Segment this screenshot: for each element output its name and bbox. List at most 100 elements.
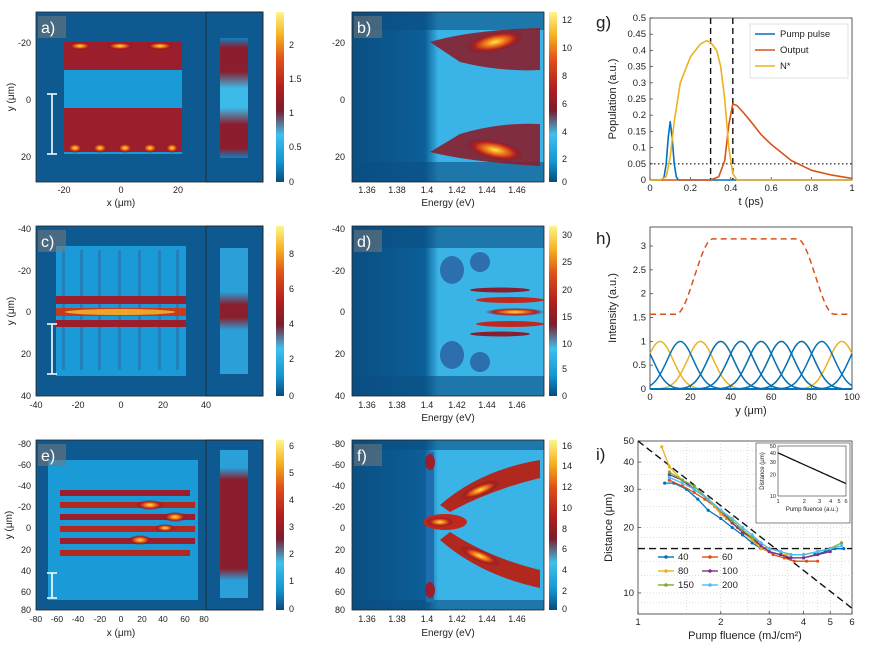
panel-label-b: b) [357, 20, 371, 37]
pump-envelope [650, 238, 852, 315]
y-tick-label: 0.5 [633, 360, 646, 371]
cbar-tick: 4 [289, 495, 294, 505]
data-point-80 [667, 465, 671, 469]
plot-area-h [649, 226, 853, 390]
ytick: -20 [332, 266, 345, 276]
panel-f: f) -80 -60 -40 -20 0 20 40 60 80 1.36 1.… [332, 439, 572, 639]
scale-bar-e [47, 572, 57, 599]
fit-line-diagonal [637, 440, 853, 609]
y-tick-label: 0.05 [628, 159, 647, 170]
y-tick-label: 3 [641, 241, 646, 252]
y-axis-label-c: y (μm) [6, 297, 17, 326]
cbar-tick: 30 [562, 230, 572, 240]
series-output [650, 103, 853, 181]
panel-a: a) -20 0 20 -20 0 20 x (μm) y (μm) 2 1.5… [6, 11, 302, 209]
x-axis-label-h: y (μm) [735, 405, 766, 417]
x-tick-label: 0 [647, 392, 652, 403]
ytick: 40 [335, 391, 345, 401]
colorbar-b [549, 12, 557, 182]
legend-marker [664, 583, 668, 587]
data-point-40 [706, 508, 710, 512]
y-tick-label: 0 [641, 175, 646, 186]
data-point-100 [816, 553, 820, 557]
y-tick-label: 40 [623, 457, 634, 468]
xtick: 1.36 [358, 614, 376, 624]
data-point-60 [782, 556, 786, 560]
data-point-150 [750, 535, 754, 540]
cbar-tick: 5 [562, 364, 567, 374]
ytick: 80 [335, 605, 345, 615]
data-point-150 [692, 484, 696, 488]
x-tick-label: 0.8 [805, 183, 818, 194]
colorbar-d [549, 226, 557, 396]
cbar-tick: 0 [562, 604, 567, 614]
inset-x-tick-label: 2 [803, 499, 806, 505]
y-tick-label: 1.5 [633, 313, 646, 324]
xtick: 1.44 [478, 185, 496, 195]
data-point-80 [660, 445, 664, 449]
x-tick-label: 0.6 [765, 183, 778, 194]
cbar-tick: 1.5 [289, 74, 302, 84]
xtick: 80 [199, 614, 209, 624]
data-point-40 [730, 525, 734, 530]
x-tick-label: 0.4 [724, 183, 737, 194]
y-tick-label: 1 [641, 336, 646, 347]
xtick: 0 [119, 614, 124, 624]
panel-label-g: g) [596, 13, 611, 32]
data-point-200 [840, 544, 844, 548]
ytick: 20 [21, 545, 31, 555]
x-axis-label-i: Pump fluence (mJ/cm²) [688, 630, 802, 642]
panel-label-f: f) [357, 448, 367, 465]
panel-label-e: e) [41, 448, 55, 465]
inset-plot-area [777, 445, 847, 497]
mode-profile-blue [650, 353, 853, 390]
inset-x-tick-label: 4 [829, 499, 832, 505]
panel-c: c) -40 -20 0 20 40 -40 -20 0 20 40 y (μm… [6, 224, 294, 410]
ytick: -40 [332, 481, 345, 491]
data-point-80 [750, 538, 754, 542]
map-e-pattern [60, 490, 195, 556]
xtick: 1.42 [448, 400, 466, 410]
cbar-tick: 6 [289, 441, 294, 451]
cbar-tick: 25 [562, 257, 572, 267]
cbar-tick: 0 [289, 391, 294, 401]
y-tick-label: 0.3 [633, 78, 646, 89]
y-tick-label: 10 [623, 588, 634, 599]
panel-g-plot: 0 0.2 0.4 0.6 0.8 1 0 0.05 0.1 0.15 0.2 0.25 0.3 0.35… [596, 13, 855, 208]
data-point-200 [706, 497, 710, 501]
data-point-200 [730, 516, 734, 521]
legend-label: 80 [678, 566, 689, 577]
ytick: 80 [21, 605, 31, 615]
spectrum-f-modes [423, 452, 540, 602]
legend-marker [664, 555, 668, 559]
cbar-tick: 4 [562, 127, 567, 137]
ytick: 0 [26, 95, 31, 105]
strip-e [220, 450, 248, 598]
xtick: 1.36 [358, 400, 376, 410]
data-point-150 [667, 470, 671, 474]
y-tick-label: 0.1 [633, 143, 646, 154]
xtick: -60 [51, 614, 64, 624]
ytick: -20 [332, 502, 345, 512]
x-tick-label: 0.2 [684, 183, 697, 194]
inset-y-tick-label: 30 [770, 460, 776, 466]
y-tick-label: 0.5 [633, 13, 646, 24]
xtick: 1.36 [358, 185, 376, 195]
inset-x-axis-label: Pump fluence (a.u.) [786, 507, 838, 513]
y-tick-label: 0.25 [628, 94, 647, 105]
cbar-tick: 8 [562, 524, 567, 534]
ytick: -80 [18, 439, 31, 449]
colorbar-a [276, 12, 284, 182]
x-tick-label: 40 [726, 392, 737, 403]
data-point-200 [828, 546, 832, 551]
inset-x-tick-label: 3 [818, 499, 821, 505]
y-axis-label-a: y (μm) [6, 83, 17, 112]
cbar-tick: 0 [289, 177, 294, 187]
cbar-tick: 2 [562, 586, 567, 596]
panel-h-plot: 0 20 40 60 80 100 0 0.5 1 1.5 2 2.5 3 y (μm) Intensity… [596, 226, 860, 417]
y-tick-label: 2.5 [633, 265, 646, 276]
data-point-200 [816, 549, 820, 554]
cbar-tick: 8 [289, 249, 294, 259]
x-tick-label: 2 [718, 617, 723, 628]
